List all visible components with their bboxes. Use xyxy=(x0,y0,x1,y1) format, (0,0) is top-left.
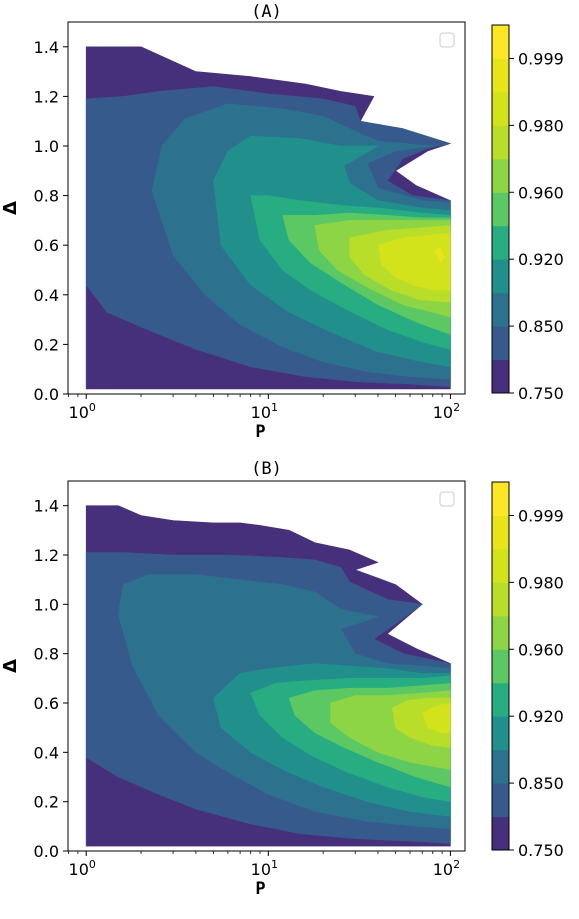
colorbar: 0.750 0.850 0.920 0.960 0.980 0.999 xyxy=(491,24,564,403)
legend-box xyxy=(439,32,455,48)
x-tick-label: 102 xyxy=(433,858,460,879)
colorbar-segment xyxy=(492,225,509,260)
contour-regions xyxy=(85,505,451,847)
contour-region-level-8 xyxy=(421,702,451,733)
chart-title: (A) xyxy=(251,2,282,22)
colorbar-segment xyxy=(492,515,509,550)
contour-regions xyxy=(85,46,451,390)
colorbar-tick-label: 0.750 xyxy=(518,384,564,403)
panel-b: (B) 0.0 0.2 0.4 0.6 0.8 1.0 1.2 1.4 100 101 102 P Δ 0.… xyxy=(0,459,564,899)
colorbar-segment xyxy=(492,158,509,193)
y-tick-label: 0.4 xyxy=(34,286,59,305)
y-axis-label: Δ xyxy=(0,201,21,215)
colorbar-segment xyxy=(492,25,509,59)
y-tick-label: 1.0 xyxy=(34,137,59,156)
colorbar-segment xyxy=(492,783,509,818)
chart-title: (B) xyxy=(251,459,282,479)
colorbar-tick-label: 0.920 xyxy=(518,250,564,269)
x-tick-label: 101 xyxy=(251,401,278,422)
colorbar-segment xyxy=(492,482,509,516)
axes-frame xyxy=(67,21,466,395)
colorbar-frame xyxy=(491,24,510,394)
colorbar-segment xyxy=(492,58,509,93)
colorbar-segment xyxy=(492,582,509,617)
colorbar-tick-label: 0.980 xyxy=(518,116,564,135)
x-axis-label: P xyxy=(255,879,265,899)
x-axis-label: P xyxy=(255,422,265,442)
colorbar-segment xyxy=(492,716,509,751)
colorbar-segment xyxy=(492,91,509,126)
colorbar-segment xyxy=(492,192,509,227)
colorbar-segment xyxy=(492,682,509,717)
colorbar-tick-label: 0.960 xyxy=(518,183,564,202)
x-tick-label: 100 xyxy=(69,858,96,879)
y-tick-label: 0.8 xyxy=(34,645,59,664)
y-tick-label: 1.2 xyxy=(34,87,59,106)
colorbar-segment xyxy=(492,615,509,650)
colorbar-frame xyxy=(491,481,510,851)
y-tick-label: 0.2 xyxy=(34,335,59,354)
colorbar-segment xyxy=(492,649,509,684)
y-tick-label: 0.4 xyxy=(34,743,59,762)
panel-a: (A) 0.0 0.2 0.4 0.6 0.8 1.0 1.2 1.4 100 101 102 P Δ 0.… xyxy=(0,2,564,442)
colorbar-segment xyxy=(492,548,509,583)
y-tick-label: 1.4 xyxy=(34,38,59,57)
colorbar-tick-label: 0.750 xyxy=(518,841,564,860)
colorbar-tick-label: 0.999 xyxy=(518,49,564,68)
x-tick-label: 100 xyxy=(69,401,96,422)
y-tick-label: 0.2 xyxy=(34,793,59,812)
colorbar-segment xyxy=(492,359,509,394)
colorbar: 0.750 0.850 0.920 0.960 0.980 0.999 xyxy=(491,481,564,860)
y-axis-label: Δ xyxy=(0,659,21,673)
y-tick-label: 0.0 xyxy=(34,842,59,861)
x-tick-label: 101 xyxy=(251,858,278,879)
y-tick-label: 1.0 xyxy=(34,595,59,614)
colorbar-tick-label: 0.850 xyxy=(518,317,564,336)
colorbar-tick-label: 0.960 xyxy=(518,640,564,659)
y-tick-label: 0.6 xyxy=(34,236,59,255)
colorbar-segment xyxy=(492,292,509,327)
y-tick-label: 0.6 xyxy=(34,694,59,713)
y-tick-label: 1.4 xyxy=(34,497,59,516)
colorbar-segment xyxy=(492,326,509,361)
colorbar-segment xyxy=(492,816,509,851)
colorbar-tick-label: 0.920 xyxy=(518,707,564,726)
colorbar-tick-label: 0.980 xyxy=(518,573,564,592)
colorbar-tick-label: 0.999 xyxy=(518,506,564,525)
colorbar-segment xyxy=(492,259,509,294)
contour-region-level-8 xyxy=(377,232,451,291)
axes-frame xyxy=(67,480,466,852)
y-tick-label: 0.0 xyxy=(34,385,59,404)
colorbar-segment xyxy=(492,125,509,160)
colorbar-tick-label: 0.850 xyxy=(518,774,564,793)
y-tick-label: 0.8 xyxy=(34,187,59,206)
legend-box xyxy=(439,491,455,507)
colorbar-segment xyxy=(492,749,509,784)
x-tick-label: 102 xyxy=(433,401,460,422)
contour-region-level-9 xyxy=(434,247,446,263)
y-tick-label: 1.2 xyxy=(34,546,59,565)
